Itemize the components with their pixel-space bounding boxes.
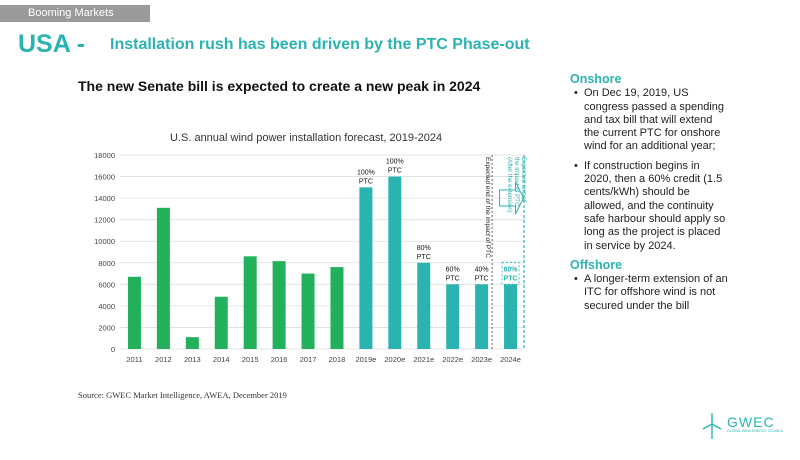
bar-data-label: PTC [475,275,489,282]
bar-data-label: PTC [388,168,402,175]
y-tick-label: 10000 [94,237,115,246]
bar [185,337,199,349]
ptc-extension-annotation: Expected end of [520,157,527,202]
y-tick-label: 12000 [94,216,115,225]
bar-data-label: 40% [475,266,489,273]
x-tick-label: 2012 [155,355,172,364]
slide-subtitle: Installation rush has been driven by the… [110,36,530,53]
section-tag: Booming Markets [0,5,150,22]
sidebar-notes: Onshore On Dec 19, 2019, US congress pas… [570,72,730,319]
ptc-end-annotation: Expected end of the impact of PTC [484,157,491,258]
list-item: On Dec 19, 2019, US congress passed a sp… [574,87,730,153]
y-tick-label: 4000 [98,302,115,311]
x-tick-label: 2024e [500,355,521,364]
ptc-extension-annotation: (After the extension) [506,157,513,213]
bar [475,284,489,349]
slide-headline: The new Senate bill is expected to creat… [78,78,481,94]
bar-data-label: 60% [504,266,519,273]
bar-data-label: PTC [504,275,518,282]
bar [301,273,315,349]
logo-tagline: GLOBAL WIND ENERGY COUNCIL [727,429,784,433]
dashed-box [501,261,520,285]
bar-data-label: 80% [417,245,431,252]
y-tick-label: 14000 [94,194,115,203]
bar [214,296,228,349]
logo-text: GWEC [727,414,775,430]
bar-data-label: 60% [446,266,460,273]
bar [359,187,373,349]
offshore-heading: Offshore [570,257,623,272]
x-tick-label: 2013 [184,355,201,364]
offshore-list: A longer-term extension of an ITC for of… [570,273,730,313]
bar [504,284,518,349]
x-tick-label: 2017 [300,355,317,364]
bar-data-label: PTC [417,254,431,261]
gwec-logo-icon [702,413,722,439]
bar-data-label: PTC [446,275,460,282]
x-tick-label: 2021e [413,355,434,364]
bar-data-label: 100% [357,169,375,176]
y-tick-label: 18000 [94,151,115,160]
onshore-list: On Dec 19, 2019, US congress passed a sp… [570,87,730,253]
chart-title: U.S. annual wind power installation fore… [170,132,443,144]
y-tick-label: 16000 [94,173,115,182]
bar-data-label: PTC [359,178,373,185]
bar [272,261,286,349]
bar [156,207,170,349]
x-tick-label: 2015 [242,355,259,364]
bar [330,267,344,349]
list-item: If construction begins in 2020, then a 6… [574,160,730,253]
bar [127,276,141,349]
x-tick-label: 2011 [126,355,142,364]
y-tick-label: 8000 [98,259,115,268]
x-tick-label: 2016 [271,355,288,364]
x-tick-label: 2018 [329,355,346,364]
list-item: A longer-term extension of an ITC for of… [574,273,730,313]
y-tick-label: 2000 [98,323,115,332]
bar-chart: 0 2000 4000 6000 8000 10000 12000 14000 16000 180… [94,151,527,364]
bar-data-label: 100% [386,159,404,166]
bar [243,256,257,349]
onshore-heading: Onshore [570,72,622,86]
x-tick-label: 2020e [384,355,405,364]
bar [446,284,460,349]
y-tick-label: 0 [111,345,115,354]
bar [417,262,431,349]
extension-arrow-icon [499,181,525,215]
x-tick-label: 2022e [442,355,463,364]
bar [388,176,402,349]
x-tick-label: 2014 [213,355,230,364]
x-tick-label: 2019e [355,355,376,364]
source-note: Source: GWEC Market Intelligence, AWEA, … [78,390,287,400]
y-tick-label: 6000 [98,280,115,289]
x-tick-label: 2023e [471,355,492,364]
country-title: USA - [18,30,86,58]
ptc-extension-annotation: the impact of PTC [513,157,520,207]
